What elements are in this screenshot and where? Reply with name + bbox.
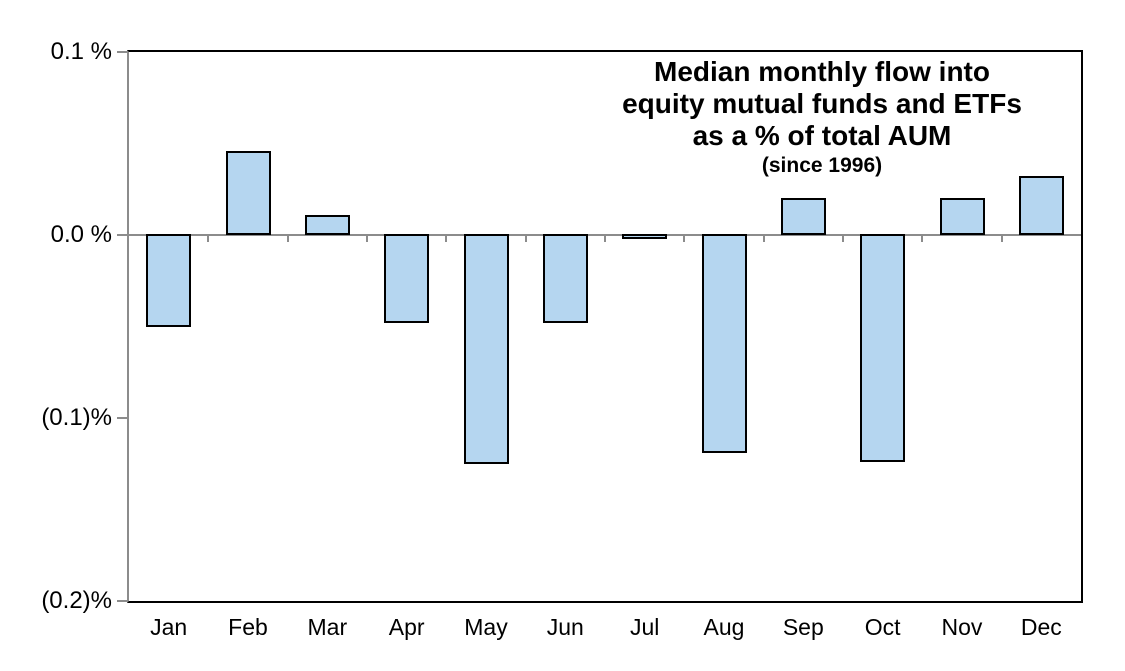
bar-mar (304, 214, 350, 235)
x-axis-tick (842, 235, 844, 242)
x-axis-tick (762, 235, 765, 242)
bar-feb (225, 150, 271, 235)
x-axis-label-jun: Jun (546, 614, 584, 640)
x-axis-tick (683, 235, 686, 242)
x-axis-tick (286, 235, 289, 242)
x-axis-label-apr: Apr (388, 614, 425, 640)
bar-jul (622, 234, 668, 239)
x-axis-label-feb: Feb (228, 614, 268, 640)
x-axis-label-sep: Sep (782, 614, 824, 640)
x-axis-label-jul: Jul (629, 614, 660, 640)
x-axis-tick (445, 235, 448, 242)
x-axis-tick (604, 235, 606, 242)
x-axis-tick (366, 235, 368, 242)
bar-jan (146, 234, 192, 327)
y-axis-tick (117, 417, 127, 419)
y-axis-tick (117, 600, 127, 602)
chart-title-line-1: Median monthly flow into (654, 56, 990, 87)
bar-aug (701, 234, 747, 453)
y-axis-tick (117, 234, 127, 236)
x-axis-label-oct: Oct (864, 614, 901, 640)
bar-may (463, 234, 509, 464)
plot-area (117, 50, 1083, 603)
x-axis-tick (921, 235, 924, 242)
x-axis-label-dec: Dec (1020, 614, 1062, 640)
bar-nov (939, 198, 985, 235)
y-axis-tick (117, 51, 127, 53)
x-axis-label-aug: Aug (703, 614, 745, 640)
y-axis-label-0: 0.1 % (50, 38, 112, 65)
bar-oct (860, 234, 906, 462)
bar-apr (384, 234, 430, 323)
y-axis-label-3: (0.2)% (41, 587, 112, 614)
x-axis-label-jan: Jan (150, 614, 188, 640)
x-axis-tick (524, 235, 527, 242)
y-axis-label-2: (0.1)% (41, 404, 112, 431)
x-axis-zero-line (118, 234, 1081, 236)
x-axis-tick (1000, 235, 1003, 242)
chart-subtitle: (since 1996) (761, 154, 883, 177)
bar-sep (780, 198, 826, 235)
y-axis-label-1: 0.0 % (50, 221, 112, 248)
x-axis-tick (207, 235, 210, 242)
x-axis-label-mar: Mar (307, 614, 348, 640)
x-axis-label-nov: Nov (941, 614, 983, 640)
chart-title-line-3: as a % of total AUM (692, 120, 952, 151)
bar-dec (1018, 176, 1064, 235)
chart-title-line-2: equity mutual funds and ETFs (622, 88, 1022, 119)
x-axis-label-may: May (464, 614, 508, 640)
bar-jun (542, 234, 588, 323)
chart-title: Median monthly flow into equity mutual f… (552, 56, 1092, 180)
